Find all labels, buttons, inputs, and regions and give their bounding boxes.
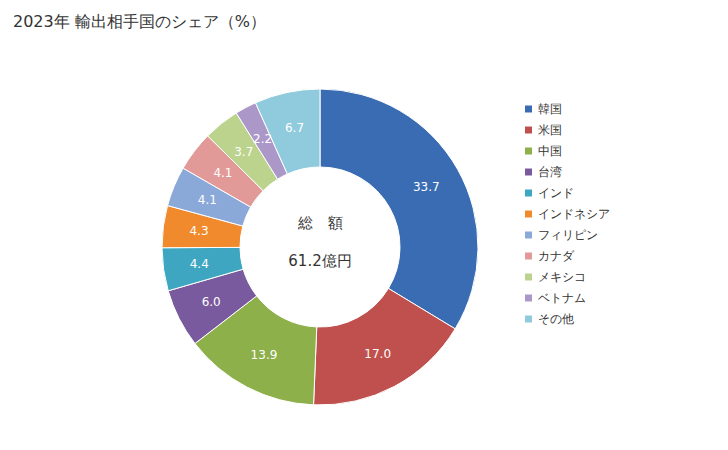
- svg-text:インド: インド: [538, 186, 574, 200]
- svg-text:台湾: 台湾: [538, 165, 562, 179]
- svg-text:インドネシア: インドネシア: [538, 207, 610, 221]
- svg-text:2.2: 2.2: [253, 132, 272, 146]
- svg-text:中国: 中国: [538, 144, 562, 158]
- svg-text:韓国: 韓国: [538, 102, 562, 116]
- svg-text:4.1: 4.1: [213, 166, 232, 180]
- svg-text:メキシコ: メキシコ: [538, 270, 586, 284]
- svg-text:6.7: 6.7: [285, 121, 304, 135]
- svg-text:2023年 輸出相手国のシェア（%）: 2023年 輸出相手国のシェア（%）: [13, 12, 266, 31]
- svg-text:その他: その他: [538, 312, 574, 326]
- svg-text:17.0: 17.0: [364, 347, 391, 361]
- svg-text:13.9: 13.9: [251, 348, 278, 362]
- svg-text:4.3: 4.3: [189, 224, 208, 238]
- svg-text:6.0: 6.0: [202, 295, 221, 309]
- svg-text:3.7: 3.7: [234, 145, 253, 159]
- svg-text:61.2億円: 61.2億円: [288, 252, 351, 270]
- svg-text:総 額: 総 額: [297, 214, 343, 232]
- svg-text:フィリピン: フィリピン: [538, 228, 598, 242]
- svg-text:米国: 米国: [538, 123, 562, 137]
- svg-text:4.1: 4.1: [198, 193, 217, 207]
- svg-text:33.7: 33.7: [413, 180, 440, 194]
- svg-text:ベトナム: ベトナム: [538, 291, 586, 305]
- svg-text:4.4: 4.4: [190, 257, 209, 271]
- svg-text:カナダ: カナダ: [538, 249, 575, 263]
